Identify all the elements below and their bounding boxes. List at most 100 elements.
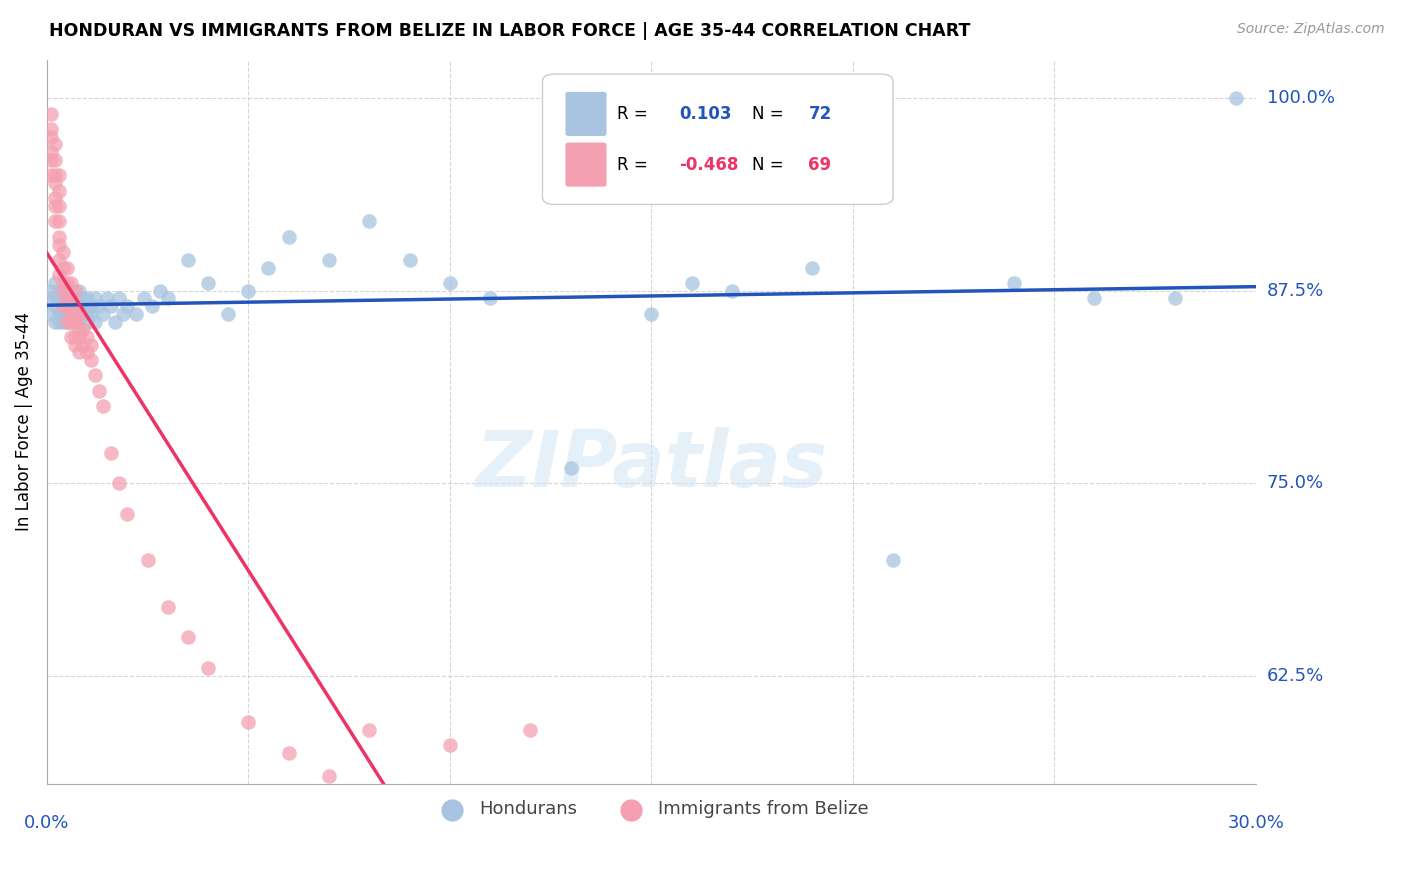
Point — [56, 284, 79, 298]
Point — [67, 307, 90, 321]
Point — [60, 330, 83, 344]
Text: 69: 69 — [808, 155, 831, 174]
Point — [63, 299, 86, 313]
Point — [238, 715, 260, 730]
Point — [681, 276, 703, 290]
Text: 100.0%: 100.0% — [1267, 89, 1334, 107]
Point — [52, 276, 75, 290]
Point — [108, 292, 131, 306]
Point — [141, 299, 163, 313]
Point — [39, 168, 62, 182]
Point — [48, 229, 70, 244]
Point — [44, 137, 66, 152]
Point — [156, 599, 179, 614]
Point — [39, 292, 62, 306]
Point — [72, 307, 94, 321]
Point — [124, 307, 146, 321]
Point — [56, 299, 79, 313]
Point — [100, 299, 122, 313]
Text: ZIPatlas: ZIPatlas — [475, 427, 827, 503]
Point — [48, 268, 70, 283]
Point — [721, 284, 744, 298]
Point — [72, 337, 94, 351]
Point — [39, 307, 62, 321]
Point — [44, 176, 66, 190]
Text: N =: N = — [752, 155, 783, 174]
Point — [177, 252, 200, 267]
Point — [519, 723, 541, 737]
Point — [44, 214, 66, 228]
Point — [39, 145, 62, 159]
Point — [359, 723, 381, 737]
Point — [197, 276, 219, 290]
Point — [39, 129, 62, 144]
Point — [67, 284, 90, 298]
Legend: Hondurans, Immigrants from Belize: Hondurans, Immigrants from Belize — [426, 793, 876, 825]
Point — [80, 353, 103, 368]
Point — [48, 237, 70, 252]
Point — [52, 284, 75, 298]
Point — [48, 214, 70, 228]
Point — [63, 307, 86, 321]
Point — [56, 299, 79, 313]
Point — [108, 476, 131, 491]
Point — [277, 746, 299, 760]
Point — [60, 276, 83, 290]
FancyBboxPatch shape — [565, 92, 606, 136]
Point — [44, 199, 66, 213]
Point — [91, 400, 114, 414]
Point — [132, 292, 155, 306]
Point — [91, 307, 114, 321]
Point — [63, 299, 86, 313]
Text: -0.468: -0.468 — [679, 155, 738, 174]
Point — [177, 631, 200, 645]
Point — [63, 292, 86, 306]
Point — [277, 229, 299, 244]
Point — [76, 314, 98, 328]
Point — [560, 461, 582, 475]
Point — [89, 299, 111, 313]
Point — [63, 307, 86, 321]
Point — [67, 299, 90, 313]
Point — [44, 299, 66, 313]
Point — [479, 292, 502, 306]
Point — [52, 307, 75, 321]
Point — [60, 307, 83, 321]
Point — [882, 553, 904, 567]
Point — [56, 276, 79, 290]
Point — [1002, 276, 1025, 290]
Point — [63, 337, 86, 351]
Point — [439, 739, 461, 753]
Point — [60, 299, 83, 313]
Point — [84, 292, 107, 306]
Point — [89, 384, 111, 398]
Point — [48, 307, 70, 321]
Point — [56, 292, 79, 306]
Point — [136, 553, 159, 567]
Point — [44, 314, 66, 328]
Text: 0.103: 0.103 — [679, 105, 731, 123]
Point — [44, 276, 66, 290]
Point — [67, 330, 90, 344]
Point — [80, 307, 103, 321]
Point — [217, 307, 239, 321]
Point — [76, 345, 98, 359]
Point — [44, 292, 66, 306]
Point — [44, 168, 66, 182]
Point — [39, 106, 62, 120]
Point — [48, 252, 70, 267]
Point — [60, 292, 83, 306]
Point — [76, 292, 98, 306]
Text: 72: 72 — [808, 105, 832, 123]
Point — [156, 292, 179, 306]
Text: 87.5%: 87.5% — [1267, 282, 1324, 300]
Point — [56, 314, 79, 328]
Point — [39, 122, 62, 136]
Point — [48, 199, 70, 213]
Text: R =: R = — [617, 155, 648, 174]
Point — [60, 292, 83, 306]
Point — [63, 330, 86, 344]
Text: 30.0%: 30.0% — [1227, 814, 1284, 832]
Point — [60, 307, 83, 321]
Point — [76, 330, 98, 344]
